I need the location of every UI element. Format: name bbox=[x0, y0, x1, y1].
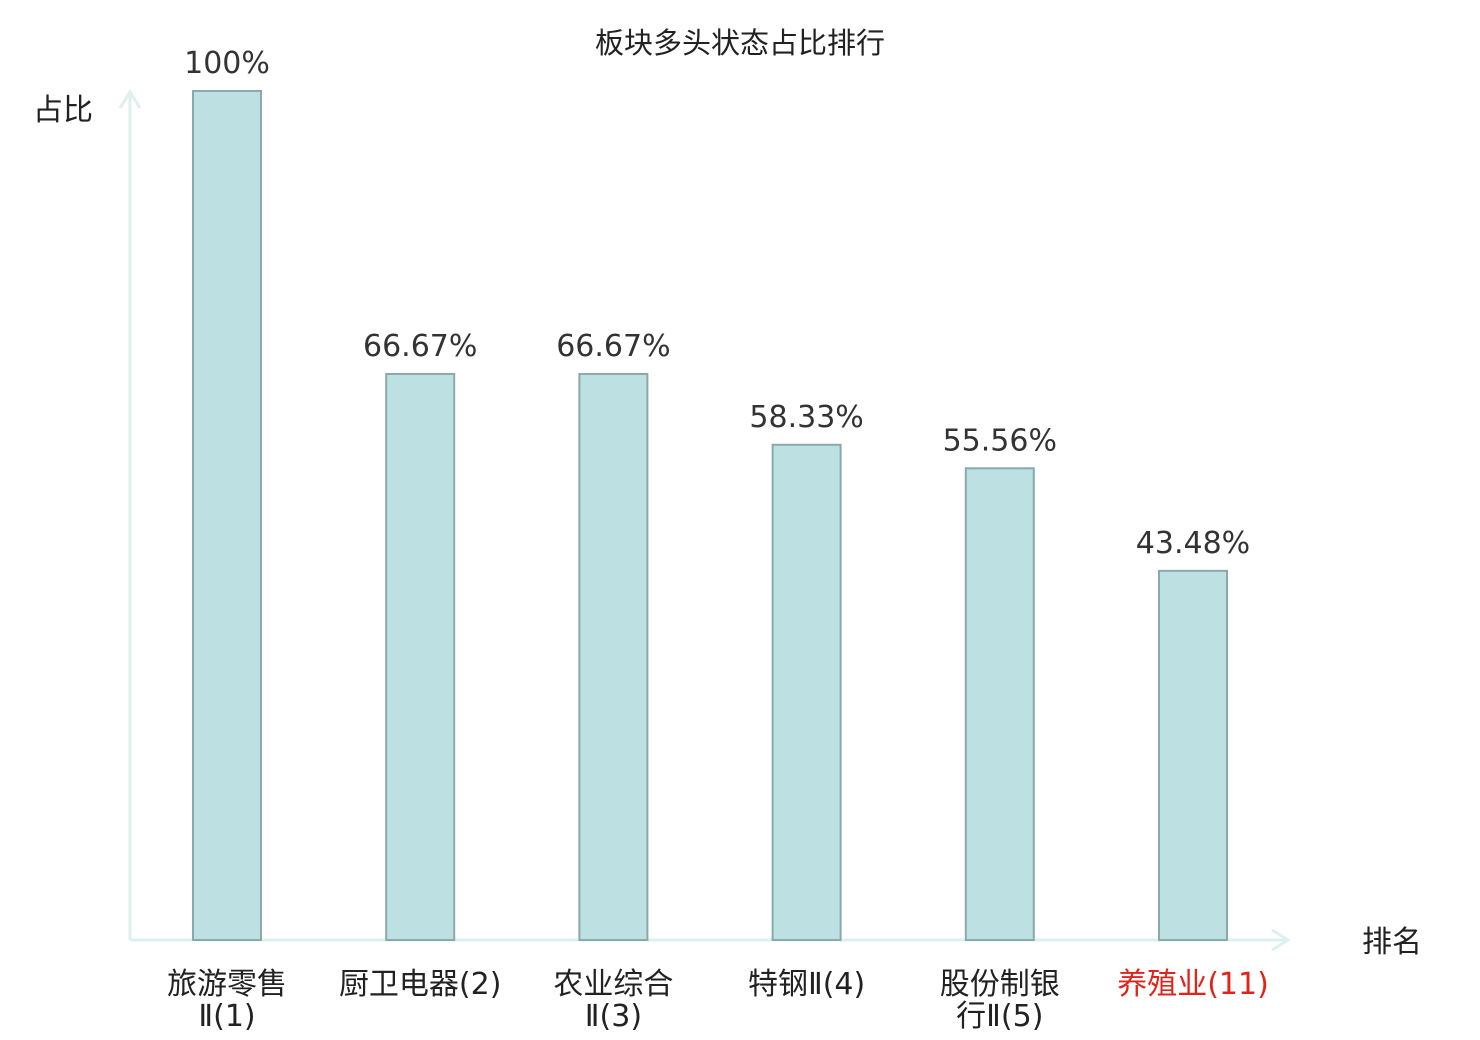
bar bbox=[1158, 569, 1228, 941]
x-axis-label: 排名 bbox=[1362, 925, 1422, 960]
category-label: 养殖业(11) bbox=[1117, 967, 1269, 1002]
y-axis-label: 占比 bbox=[33, 93, 93, 128]
category-label: Ⅱ(3) bbox=[585, 999, 642, 1034]
chart-title: 板块多头状态占比排行 bbox=[595, 26, 885, 60]
bar bbox=[964, 467, 1035, 941]
category-label: 农业综合 bbox=[553, 967, 673, 1002]
bar bbox=[771, 443, 842, 941]
category-label: Ⅱ(1) bbox=[198, 999, 255, 1034]
bar-value-label: 66.67% bbox=[363, 329, 477, 364]
bar-value-label: 58.33% bbox=[749, 400, 863, 435]
value-labels-group: 100% 66.67% 66.67% 58.33% 55.56% 43.48% bbox=[184, 46, 1250, 561]
y-axis-arrow bbox=[118, 89, 142, 109]
category-label: 行Ⅱ(5) bbox=[956, 999, 1043, 1034]
category-label: 股份制银 bbox=[940, 967, 1060, 1002]
category-label: 厨卫电器(2) bbox=[339, 967, 502, 1002]
bar-value-label: 55.56% bbox=[943, 423, 1057, 458]
bar-value-label: 43.48% bbox=[1136, 526, 1250, 561]
bar bbox=[192, 90, 262, 941]
category-label: 旅游零售 bbox=[167, 967, 287, 1002]
bar bbox=[578, 372, 649, 942]
bar bbox=[385, 372, 456, 942]
category-label: 特钢Ⅱ(4) bbox=[748, 967, 865, 1002]
bar-value-label: 66.67% bbox=[556, 329, 670, 364]
bars-group bbox=[192, 90, 1228, 942]
bar-value-label: 100% bbox=[184, 46, 270, 81]
x-axis-arrow bbox=[1271, 928, 1291, 952]
